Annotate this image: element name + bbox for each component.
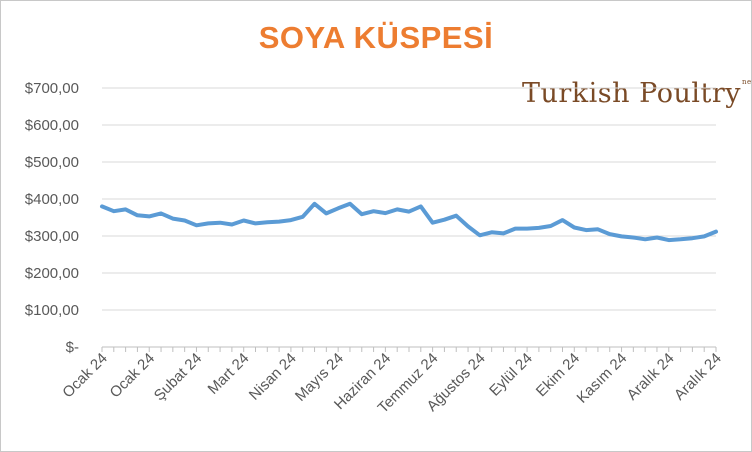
x-tick-label: Aralık 24 [624,350,678,404]
y-tick-label: $500,00 [25,154,79,171]
y-tick-label: $300,00 [25,228,79,245]
y-tick-labels: $- $100,00 $200,00 $300,00 $400,00 $500,00 $60… [25,80,79,356]
gridlines [102,87,716,311]
x-tick-label: Ocak 24 [107,350,159,402]
series-line [100,201,718,243]
y-tick-label: $600,00 [25,117,79,134]
y-tick-label: $400,00 [25,191,79,208]
x-tick-label: Nisan 24 [246,350,300,404]
series-group [100,201,718,243]
logo-tag: net [742,78,752,86]
x-tick-label: Kasım 24 [574,350,631,407]
x-tick-label: Mart 24 [205,350,253,398]
x-tick-label: Aralık 24 [671,350,725,404]
x-tick-label: Ocak 24 [59,350,111,402]
y-tick-label: $- [66,339,79,356]
chart-title: SOYA KÜSPESİ [258,20,494,55]
x-tick-label: Şubat 24 [151,350,205,404]
turkish-poultry-logo: Turkish Poultrynet [522,78,752,109]
y-tick-label: $100,00 [25,302,79,319]
x-tick-label: Eylül 24 [486,350,536,400]
x-axis [101,346,717,352]
y-tick-label: $200,00 [25,265,79,282]
logo-text: Turkish Poultry [522,78,741,109]
y-tick-label: $700,00 [25,80,79,97]
